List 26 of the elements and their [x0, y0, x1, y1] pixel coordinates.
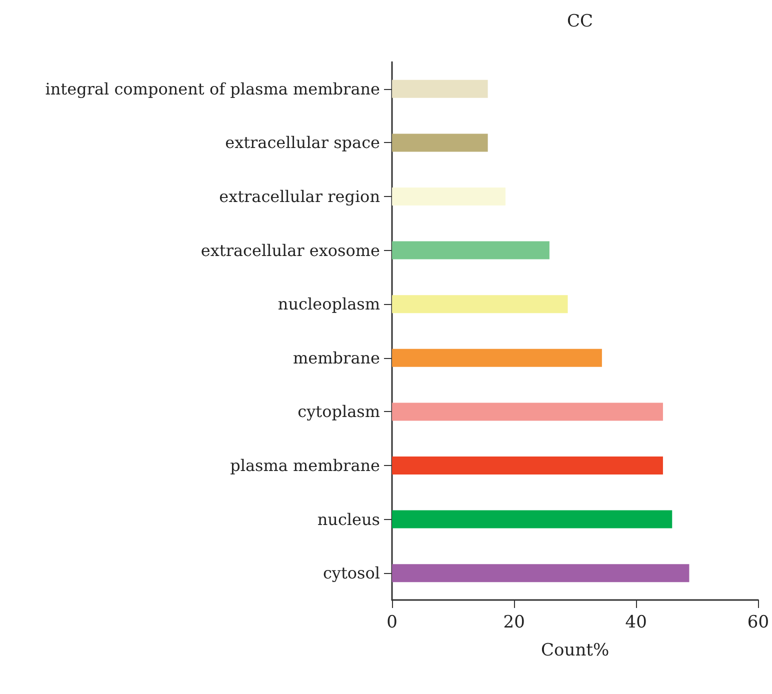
bar: [392, 134, 488, 152]
bar: [392, 80, 488, 98]
bar: [392, 348, 602, 367]
bar: [392, 402, 663, 421]
x-tick-label: 60: [747, 612, 770, 632]
bar: [392, 456, 663, 474]
bar: [392, 510, 672, 528]
bar: [392, 241, 550, 260]
y-tick-label: extracellular region: [219, 187, 380, 206]
x-axis-title: Count%: [541, 640, 610, 660]
y-tick-label: cytoplasm: [298, 402, 380, 422]
y-tick-label: membrane: [292, 348, 380, 368]
chart-title: CC: [566, 12, 594, 32]
bar: [392, 564, 690, 582]
x-tick-label: 20: [503, 612, 525, 632]
y-tick-label: plasma membrane: [230, 456, 380, 475]
y-tick-label: nucleoplasm: [278, 294, 380, 314]
y-tick-label: extracellular exosome: [200, 240, 380, 260]
x-tick-label: 40: [625, 612, 647, 632]
y-tick-label: integral component of plasma membrane: [45, 79, 380, 98]
y-tick-label: nucleus: [317, 510, 380, 529]
x-tick-label: 0: [386, 612, 398, 632]
y-tick-label: cytosol: [322, 564, 380, 583]
bar: [392, 188, 506, 206]
bar: [392, 295, 568, 314]
y-tick-label: extracellular space: [225, 133, 380, 152]
